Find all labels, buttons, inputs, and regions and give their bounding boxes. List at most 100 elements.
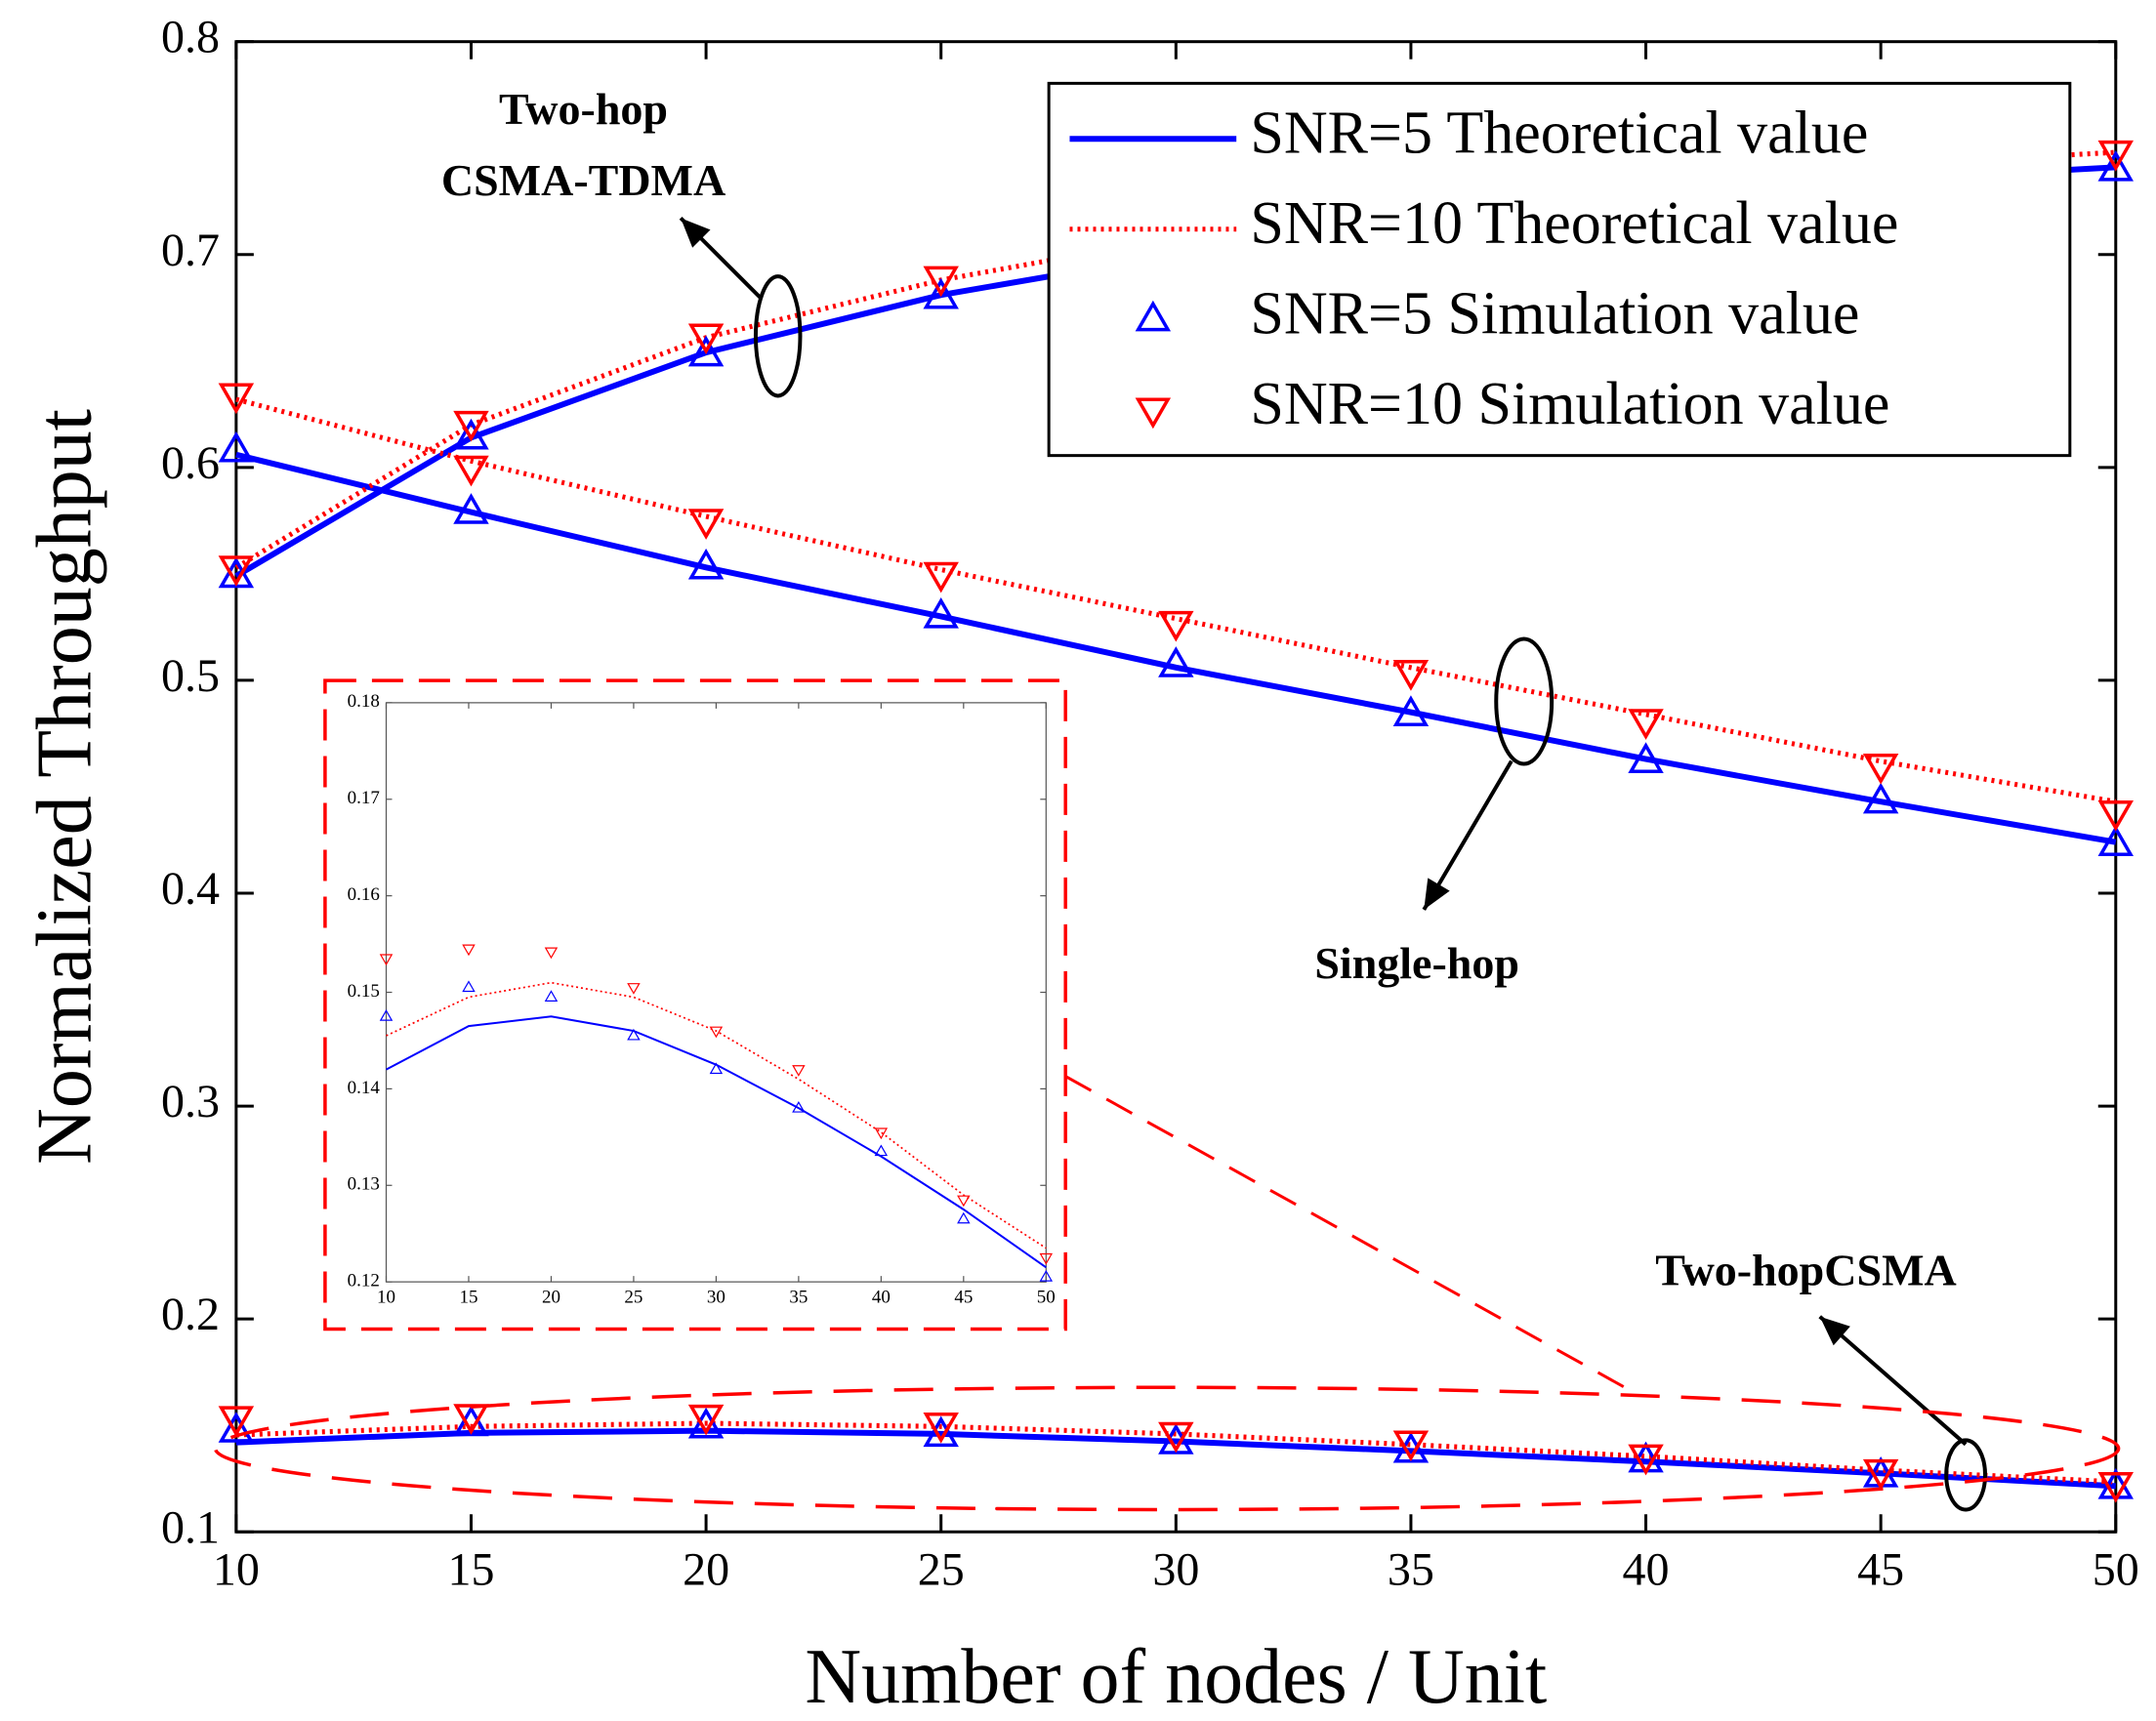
annotation-ellipse [1944, 1438, 1988, 1512]
marker [923, 596, 959, 629]
marker [687, 509, 725, 540]
marker [923, 1412, 959, 1444]
x-tick-label: 50 [1037, 1288, 1056, 1308]
y-tick-label: 0.8 [161, 12, 220, 63]
marker [453, 418, 489, 450]
marker [2097, 825, 2134, 856]
plot-area [385, 702, 1047, 1283]
marker [1628, 742, 1664, 773]
annotation: Single-hop [1314, 938, 1519, 988]
y-tick-label: 0.18 [348, 691, 380, 712]
marker [874, 1144, 889, 1157]
marker [218, 1406, 255, 1438]
x-tick-label: 15 [447, 1543, 494, 1595]
marker [453, 455, 489, 487]
marker [874, 1127, 889, 1140]
marker [544, 990, 559, 1002]
marker [687, 335, 725, 367]
zoom-line [1064, 1075, 1634, 1393]
marker [218, 430, 255, 463]
line [235, 1427, 2116, 1490]
marker [462, 980, 476, 993]
y-tick-label: 0.6 [161, 437, 220, 489]
marker [1039, 1252, 1054, 1265]
y-tick-label: 0.13 [348, 1174, 380, 1195]
marker [1862, 782, 1899, 814]
marker [544, 947, 559, 960]
marker [957, 1211, 971, 1224]
legend-label: SNR=5 Simulation value [1250, 280, 1859, 347]
marker [923, 277, 959, 309]
marker [687, 323, 725, 355]
marker [792, 1065, 806, 1077]
y-tick-label: 0.2 [161, 1289, 220, 1340]
line [235, 1420, 2116, 1485]
marker [462, 944, 476, 957]
line [235, 451, 2117, 845]
marker [627, 1028, 641, 1041]
x-tick-label: 30 [1152, 1543, 1199, 1595]
legend [1047, 81, 2072, 458]
marker [923, 561, 959, 594]
x-tick-label: 25 [918, 1543, 965, 1595]
marker [923, 266, 959, 298]
x-tick-label: 10 [377, 1288, 395, 1308]
zoom-ellipse [213, 1385, 2121, 1512]
y-tick-label: 0.5 [161, 650, 220, 702]
y-tick-label: 0.4 [161, 863, 220, 915]
marker [2097, 150, 2134, 182]
marker [1039, 1270, 1054, 1282]
marker [1392, 1430, 1430, 1462]
marker [1628, 1444, 1664, 1476]
marker [1862, 1458, 1899, 1491]
legend-label: SNR=5 Theoretical value [1250, 101, 1868, 167]
marker [923, 1415, 959, 1448]
x-tick-label: 25 [624, 1288, 643, 1308]
marker [687, 1404, 725, 1436]
y-tick-label: 0.12 [348, 1271, 380, 1291]
y-tick-label: 0.7 [161, 225, 220, 276]
x-tick-label: 30 [707, 1288, 726, 1308]
annotation: Two-hop [499, 84, 668, 134]
x-tick-label: 10 [213, 1543, 260, 1595]
marker [957, 1195, 971, 1208]
annotation: Two-hopCSMA [1655, 1246, 1956, 1295]
marker [218, 1412, 255, 1443]
marker [1158, 646, 1194, 677]
x-tick-label: 20 [542, 1288, 560, 1308]
x-tick-label: 35 [789, 1288, 808, 1308]
marker [709, 1026, 724, 1039]
marker [453, 493, 489, 524]
y-axis-label: Normalized Throughput [21, 409, 107, 1165]
marker [687, 1407, 725, 1439]
x-tick-label: 15 [459, 1288, 477, 1308]
x-tick-label: 35 [1388, 1543, 1434, 1595]
annotation-ellipse [1494, 636, 1555, 766]
arrow [1818, 1315, 1968, 1447]
x-tick-label: 50 [2093, 1543, 2139, 1595]
legend-swatch [1135, 397, 1172, 430]
y-tick-label: 0.3 [161, 1076, 220, 1127]
marker [709, 1062, 724, 1075]
marker [1392, 660, 1430, 691]
arrow-head [1424, 878, 1450, 910]
x-tick-label: 45 [954, 1288, 973, 1308]
marker [1392, 695, 1430, 726]
y-tick-label: 0.17 [348, 788, 380, 808]
x-tick-label: 40 [1623, 1543, 1670, 1595]
marker [1862, 754, 1899, 785]
marker [1628, 709, 1664, 740]
marker [1158, 1421, 1194, 1454]
marker [218, 555, 255, 587]
legend-swatch [1135, 300, 1172, 332]
y-tick-label: 0.14 [348, 1078, 381, 1098]
annotation: CSMA-TDMA [441, 155, 726, 205]
marker [627, 983, 641, 995]
marker [687, 548, 725, 580]
y-tick-label: 0.15 [348, 981, 380, 1002]
x-tick-label: 20 [683, 1543, 729, 1595]
marker [379, 1009, 394, 1021]
marker [1158, 610, 1194, 642]
marker [792, 1100, 806, 1113]
